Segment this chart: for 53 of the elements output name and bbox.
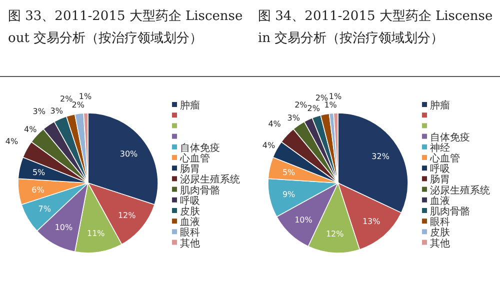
legend-label: 肿瘤 — [180, 100, 200, 112]
legend-label: 血液 — [430, 194, 450, 207]
legend-label: 血液 — [180, 216, 200, 228]
chart-title: 图 33、2011-2015 大型药企 Liscense out 交易分析（按治疗领域划分） — [8, 8, 244, 48]
legend-label: 自体免疫 — [180, 142, 220, 154]
legend-label: 呼吸 — [180, 194, 200, 207]
data-label: 3% — [50, 106, 64, 116]
legend-label: 泌尿生殖系统 — [180, 174, 240, 186]
data-label: 1% — [78, 92, 92, 102]
legend-label: 肿瘤 — [430, 100, 450, 112]
data-label: 10% — [294, 216, 313, 225]
data-label: 2% — [294, 100, 308, 110]
data-label: 13% — [362, 216, 381, 226]
data-label: 12% — [326, 229, 344, 238]
legend-label: 心血管 — [179, 152, 210, 164]
data-label: 12% — [118, 211, 136, 220]
legend-label: 泌尿生殖系统 — [430, 184, 490, 196]
data-label: 2% — [60, 94, 74, 104]
legend-label: 肠胃 — [180, 164, 200, 176]
data-label: 2% — [72, 100, 85, 110]
legend-label: 眼科 — [430, 216, 450, 228]
legend-label: 其他 — [180, 237, 200, 250]
legend-label: 呼吸 — [430, 163, 450, 176]
chart-title: 图 34、2011-2015 大型药企 Liscense in 交易分析（按治疗领域划分） — [258, 8, 494, 48]
data-label: 1% — [328, 92, 342, 102]
data-label: 3% — [32, 107, 46, 116]
data-label: 2% — [307, 104, 320, 113]
legend-label: 肠胃 — [430, 174, 450, 186]
data-label: 11% — [86, 228, 106, 238]
data-label: 4% — [24, 124, 38, 134]
data-label: 10% — [54, 223, 74, 232]
data-label: 6% — [32, 185, 45, 194]
legend-label: 皮肤 — [180, 206, 200, 218]
legend-label: 眼科 — [180, 226, 200, 239]
data-label: 32% — [372, 152, 390, 161]
data-label: 4% — [262, 140, 276, 150]
data-label: 7% — [38, 204, 52, 214]
data-label: 3% — [287, 114, 300, 123]
data-label: 4% — [5, 137, 18, 146]
data-label: 4% — [268, 119, 282, 128]
legend-label: 其他 — [430, 237, 450, 250]
data-label: 5% — [32, 168, 46, 178]
legend-label: 肌肉骨骼 — [430, 206, 470, 218]
data-label: 2% — [315, 94, 328, 103]
data-label: 1% — [324, 100, 338, 110]
data-label: 9% — [282, 190, 296, 199]
legend-label: 自体免疫 — [430, 131, 470, 144]
legend-label: 心血管 — [429, 152, 460, 164]
data-label: 5% — [282, 168, 296, 178]
legend-label: 皮肤 — [430, 226, 450, 239]
legend-label: 肌肉骨骼 — [180, 184, 220, 196]
legend-label: 神经 — [430, 142, 450, 154]
data-label: 30% — [120, 149, 138, 158]
